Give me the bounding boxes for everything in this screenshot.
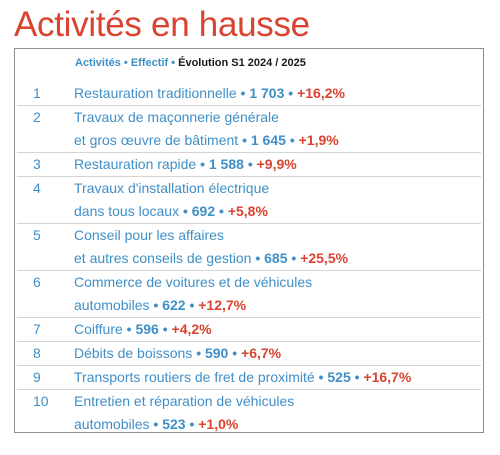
table-row: 6 Commerce de voitures et de véhicules aut… — [17, 271, 481, 318]
row-line: dans tous locaux • 692 • +5,8% — [17, 200, 481, 223]
bullet-separator: • — [219, 203, 224, 219]
row-rank: 8 — [33, 345, 41, 361]
bullet-separator: • — [162, 321, 168, 337]
header-evolution: Évolution S1 2024 / 2025 — [178, 57, 306, 69]
row-rank: 9 — [33, 369, 41, 385]
staff-count: 523 — [162, 416, 186, 432]
staff-count: 685 — [264, 250, 288, 266]
table-row: 4 Travaux d'installation électrique dans t… — [17, 177, 481, 224]
activity-name: Travaux d'installation électrique — [74, 180, 270, 196]
bullet-separator: • — [318, 369, 324, 385]
table-body: 1 Restauration traditionnelle • 1 703 • +… — [15, 82, 483, 436]
row-line: Conseil pour les affaires — [17, 224, 481, 247]
row-line: et gros œuvre de bâtiment • 1 645 • +1,9… — [17, 129, 481, 152]
activity-name: Restauration rapide — [74, 156, 197, 172]
bullet-separator: • — [126, 321, 132, 337]
row-line: Travaux d'installation électrique — [17, 177, 481, 200]
staff-count: 596 — [135, 321, 159, 337]
evolution-percent: +16,7% — [363, 369, 412, 385]
bullet-separator: • — [291, 250, 297, 266]
activity-name: Conseil pour les affaires — [74, 227, 224, 243]
row-line: automobiles • 622 • +12,7% — [17, 294, 481, 317]
staff-count: 1 588 — [208, 156, 244, 172]
bullet-separator: • — [354, 369, 360, 385]
staff-count: 622 — [162, 297, 186, 313]
evolution-percent: +12,7% — [198, 297, 247, 313]
header-staff: Effectif — [130, 57, 169, 69]
activity-name: dans tous locaux — [74, 203, 180, 219]
activity-name: Restauration traditionnelle — [74, 85, 237, 101]
table-row: 2 Travaux de maçonnerie générale et gros œ… — [17, 106, 481, 153]
activity-name: Coiffure — [74, 321, 123, 337]
header-activities: Activités — [75, 57, 121, 69]
row-line: automobiles • 523 • +1,0% — [17, 413, 481, 436]
evolution-percent: +1,0% — [198, 416, 239, 432]
evolution-percent: +1,9% — [298, 132, 339, 148]
bullet-separator: • — [240, 85, 246, 101]
staff-count: 525 — [327, 369, 351, 385]
evolution-percent: +5,8% — [227, 203, 268, 219]
activity-name: automobiles — [74, 297, 150, 313]
header-separator: • — [123, 57, 128, 69]
table-row: 8 Débits de boissons • 590 • +6,7% — [17, 342, 481, 366]
bullet-separator: • — [153, 297, 159, 313]
row-line: Débits de boissons • 590 • +6,7% — [17, 342, 481, 365]
activity-name: Entretien et réparation de véhicules — [74, 393, 295, 409]
row-line: Entretien et réparation de véhicules — [17, 390, 481, 413]
table-row: 9 Transports routiers de fret de proximit… — [17, 366, 481, 390]
row-line: et autres conseils de gestion • 685 • +2… — [17, 247, 481, 270]
bullet-separator: • — [153, 416, 159, 432]
table-header: Activités • Effectif • Évolution S1 2024… — [75, 57, 306, 69]
activity-name: Débits de boissons — [74, 345, 193, 361]
activity-name: Transports routiers de fret de proximité — [74, 369, 315, 385]
bullet-separator: • — [196, 345, 202, 361]
bullet-separator: • — [189, 297, 195, 313]
staff-count: 1 645 — [250, 132, 286, 148]
row-rank: 4 — [33, 180, 41, 196]
evolution-percent: +6,7% — [241, 345, 282, 361]
row-rank: 5 — [33, 227, 41, 243]
table-row: 7 Coiffure • 596 • +4,2% — [17, 318, 481, 342]
table-row: 1 Restauration traditionnelle • 1 703 • +… — [17, 82, 481, 106]
row-rank: 1 — [33, 85, 41, 101]
header-separator: • — [171, 57, 176, 69]
bullet-separator: • — [242, 132, 247, 148]
evolution-percent: +16,2% — [297, 85, 345, 101]
staff-count: 692 — [191, 203, 216, 219]
bullet-separator: • — [200, 156, 205, 172]
activity-name: Commerce de voitures et de véhicules — [74, 274, 313, 290]
activity-name: et gros œuvre de bâtiment — [74, 132, 239, 148]
row-line: Commerce de voitures et de véhicules — [17, 271, 481, 294]
staff-count: 1 703 — [249, 85, 285, 101]
bullet-separator: • — [232, 345, 238, 361]
bullet-separator: • — [288, 85, 294, 101]
table-row: 10 Entretien et réparation de véhicules au… — [17, 390, 481, 436]
bullet-separator: • — [182, 203, 188, 219]
table-row: 5 Conseil pour les affaires et autres cons… — [17, 224, 481, 271]
activity-name: automobiles — [74, 416, 150, 432]
row-rank: 7 — [33, 321, 41, 337]
row-rank: 6 — [33, 274, 41, 290]
row-line: Restauration rapide • 1 588 • +9,9% — [17, 153, 481, 176]
bullet-separator: • — [255, 250, 261, 266]
row-rank: 10 — [33, 393, 49, 409]
evolution-percent: +9,9% — [256, 156, 297, 172]
bullet-separator: • — [247, 156, 253, 172]
evolution-percent: +4,2% — [171, 321, 212, 337]
activity-name: et autres conseils de gestion — [74, 250, 252, 266]
row-line: Travaux de maçonnerie générale — [17, 106, 481, 129]
bullet-separator: • — [289, 132, 295, 148]
page-title: Activités en hausse — [14, 5, 310, 44]
row-line: Transports routiers de fret de proximité… — [17, 366, 481, 389]
bullet-separator: • — [189, 416, 195, 432]
activity-name: Travaux de maçonnerie générale — [74, 109, 279, 125]
row-rank: 2 — [33, 109, 41, 125]
table-row: 3 Restauration rapide • 1 588 • +9,9% — [17, 153, 481, 177]
staff-count: 590 — [204, 345, 229, 361]
ranking-table: Activités • Effectif • Évolution S1 2024… — [14, 48, 484, 433]
row-rank: 3 — [33, 156, 41, 172]
row-line: Restauration traditionnelle • 1 703 • +1… — [17, 82, 481, 105]
evolution-percent: +25,5% — [300, 250, 349, 266]
row-line: Coiffure • 596 • +4,2% — [17, 318, 481, 341]
